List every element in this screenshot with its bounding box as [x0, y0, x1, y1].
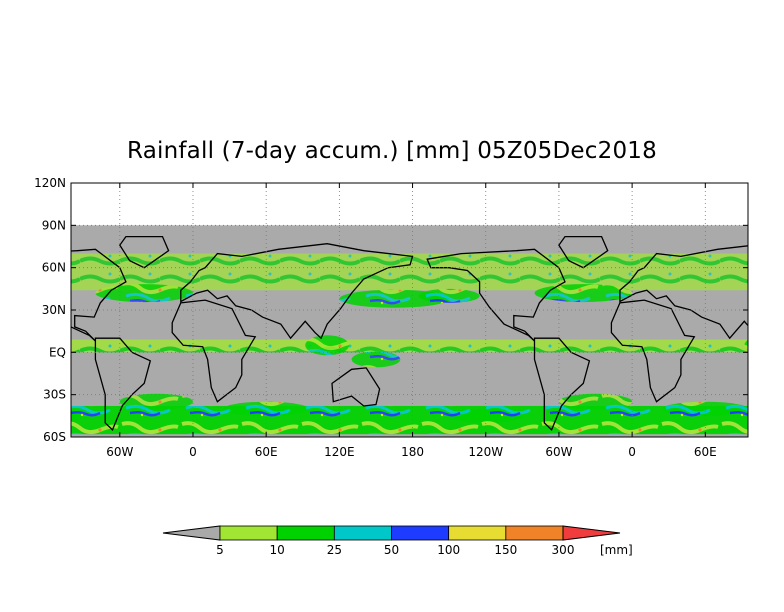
lon-tick-label: 60W: [545, 445, 572, 459]
colorbar-high-end: [562, 525, 621, 541]
continent-greenland: [119, 235, 170, 269]
colorbar-swatch: [276, 525, 335, 541]
continent-north-america: [71, 248, 127, 342]
lon-tick-label: 60W: [106, 445, 133, 459]
map-title: Rainfall (7-day accum.) [mm] 05Z05Dec201…: [127, 138, 657, 164]
continent-south-america: [533, 337, 591, 432]
lon-tick-label: 60E: [694, 445, 717, 459]
lat-tick-label: 30S: [43, 388, 66, 402]
colorbar-label: 300: [552, 543, 575, 557]
rainfall-field: [0, 253, 784, 435]
colorbar-label: 150: [494, 543, 517, 557]
lat-tick-label: 120N: [34, 176, 66, 190]
lat-tick-label: 30N: [42, 303, 66, 317]
rain-cell: [223, 401, 309, 416]
continent-eurasia: [619, 245, 748, 340]
colorbar-label: 10: [270, 543, 285, 557]
colorbar-label: 5: [216, 543, 224, 557]
rain-band: [71, 339, 748, 353]
continent-australia: [771, 368, 784, 406]
lat-tick-label: EQ: [49, 345, 66, 359]
rain-cell: [0, 289, 41, 303]
colorbar-label: 100: [437, 543, 460, 557]
rain-cell: [71, 410, 84, 422]
rain-cell: [351, 351, 401, 368]
map-plot-area: 120N 90N 60N 30N EQ 30S 60S 60W 0 60E 120E 180 120W 6…: [0, 176, 784, 459]
colorbar-label: 50: [384, 543, 399, 557]
lat-tick-label: 60N: [42, 261, 66, 275]
rain-cell: [778, 290, 784, 308]
lon-tick-label: 60E: [255, 445, 278, 459]
colorbar-swatch: [448, 525, 507, 541]
axis-ticks: 120N 90N 60N 30N EQ 30S 60S 60W 0 60E 120E 180 120W 6…: [34, 176, 748, 459]
continent-africa: [610, 299, 696, 403]
rain-cell: [95, 284, 193, 303]
colorbar: 5 10 25 50 100 150 300 [mm]: [162, 525, 633, 557]
continent-eurasia: [180, 243, 414, 340]
lat-tick-label: 90N: [42, 218, 66, 232]
lon-tick-label: 120W: [468, 445, 503, 459]
rain-cell: [305, 335, 350, 356]
colorbar-unit: [mm]: [600, 543, 633, 557]
lat-tick-label: 60S: [43, 430, 66, 444]
rain-cell: [534, 284, 633, 303]
continent-south-america: [94, 337, 152, 432]
colorbar-low-end: [162, 525, 221, 541]
rain-cell: [744, 339, 748, 351]
colorbar-swatch: [333, 525, 392, 541]
lon-tick-label: 120E: [324, 445, 355, 459]
colorbar-swatch: [505, 525, 564, 541]
continent-africa: [171, 299, 257, 403]
rain-band: [71, 253, 748, 291]
lon-tick-label: 0: [628, 445, 636, 459]
lon-tick-label: 180: [401, 445, 424, 459]
rain-band: [71, 405, 748, 435]
rain-cell: [662, 401, 748, 416]
rain-cell: [558, 393, 633, 410]
colorbar-swatch: [391, 525, 450, 541]
colorbar-swatch: [219, 525, 278, 541]
rain-cell: [119, 393, 193, 410]
continent-north-america: [426, 248, 566, 342]
rain-cell: [418, 288, 480, 303]
colorbar-label: 25: [327, 543, 342, 557]
lon-tick-label: 0: [189, 445, 197, 459]
